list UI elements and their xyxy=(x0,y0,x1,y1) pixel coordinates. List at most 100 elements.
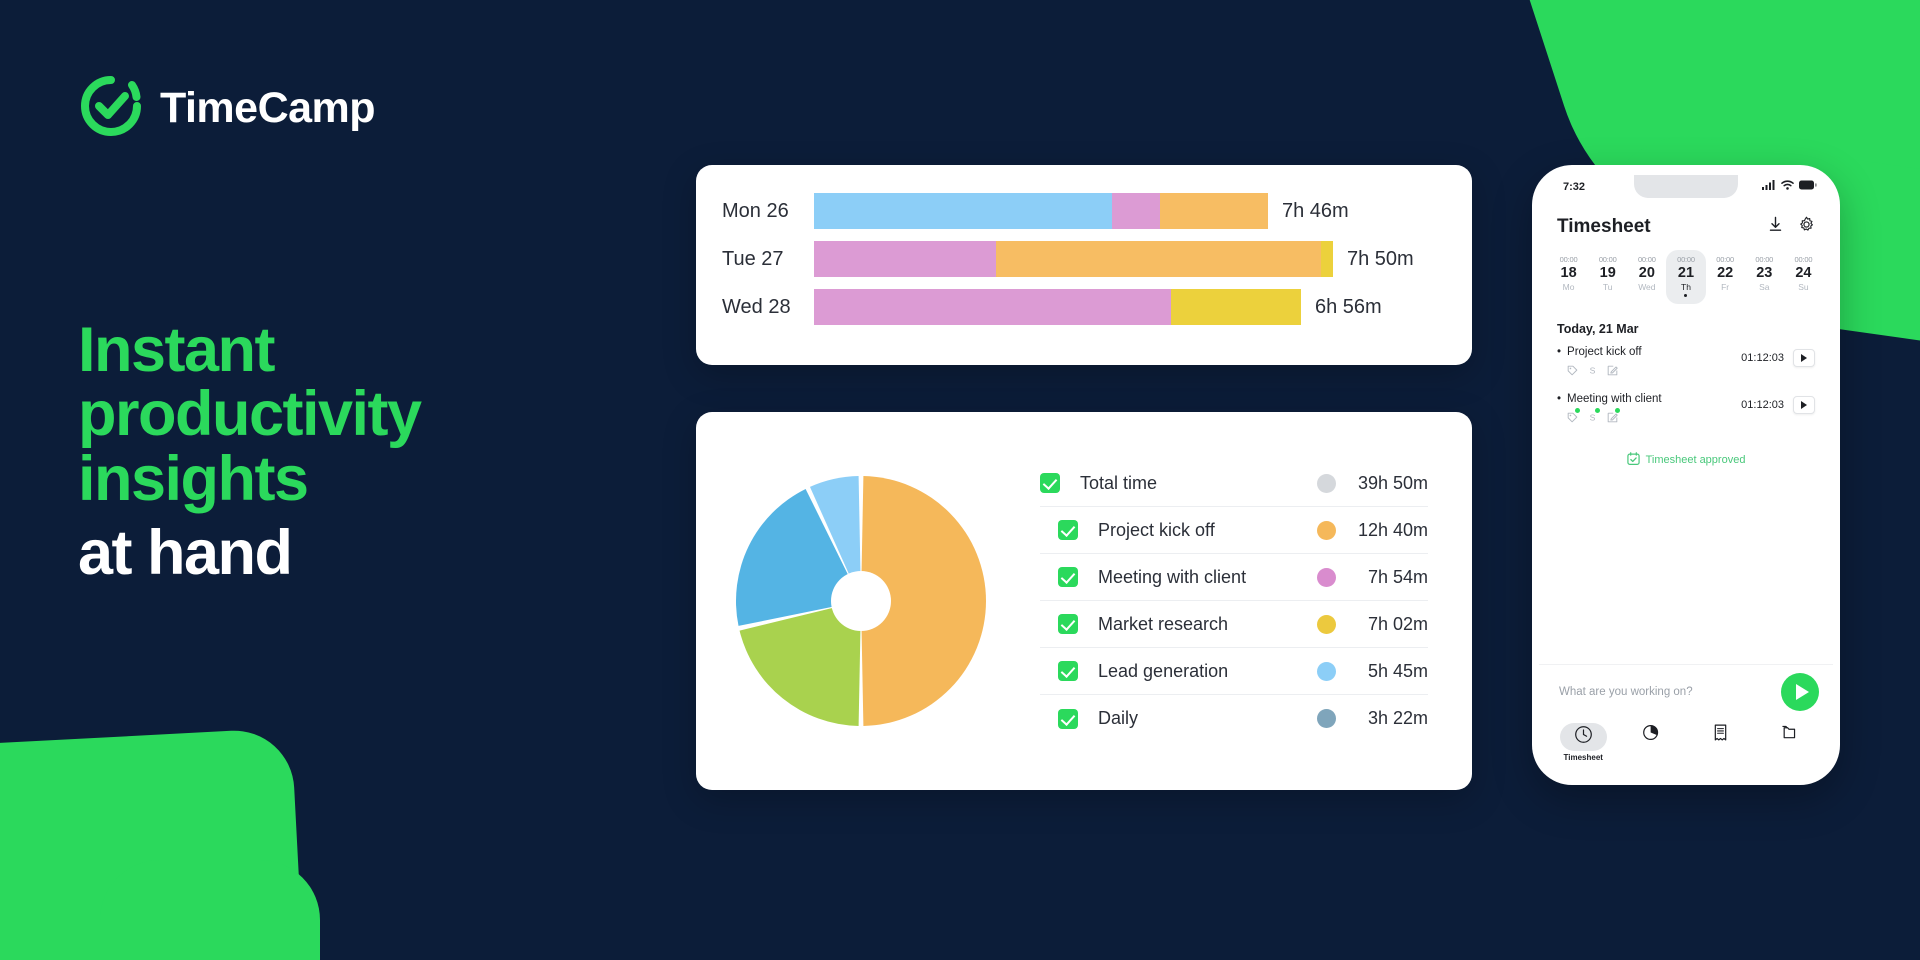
pie-slice[interactable] xyxy=(809,476,861,601)
tab-folder[interactable] xyxy=(1758,721,1820,747)
week-day-23[interactable]: 00:00 23 Sa xyxy=(1745,250,1784,304)
start-timer-button[interactable] xyxy=(1781,673,1819,711)
week-day-selector[interactable]: 00:00 18 Mo 00:00 19 Tu 00:00 20 Wed 00:00 21 Th 00:… xyxy=(1539,244,1833,308)
legend-row[interactable]: Total time 39h 50m xyxy=(1040,460,1428,507)
bar-row-label: Wed 28 xyxy=(722,295,791,318)
pie-chart-icon xyxy=(1642,724,1661,746)
folder-icon xyxy=(1779,725,1798,746)
billable-icon[interactable]: S xyxy=(1587,363,1598,381)
day-total: 00:00 xyxy=(1716,255,1735,264)
task-info: • Meeting with client S xyxy=(1557,393,1741,428)
legend-color-dot xyxy=(1317,520,1336,540)
pie-slice[interactable] xyxy=(736,488,861,626)
week-day-18[interactable]: 00:00 18 Mo xyxy=(1549,250,1588,304)
legend-checkbox[interactable] xyxy=(1058,567,1078,587)
bar-segment[interactable] xyxy=(1160,193,1268,229)
legend-row[interactable]: Lead generation 5h 45m xyxy=(1040,648,1428,695)
wifi-icon xyxy=(1781,180,1794,193)
day-number: 21 xyxy=(1677,265,1695,281)
task-duration: 01:12:03 xyxy=(1741,352,1784,364)
bar-segment[interactable] xyxy=(814,289,1171,325)
today-label: Today, 21 Mar xyxy=(1557,322,1639,336)
bar-segment[interactable] xyxy=(1321,241,1333,277)
task-info: • Project kick off S xyxy=(1557,346,1741,381)
task-name: • Meeting with client xyxy=(1557,393,1662,405)
week-day-24[interactable]: 00:00 24 Su xyxy=(1784,250,1823,304)
bar-row-track xyxy=(814,289,1301,325)
day-weekday: Tu xyxy=(1602,282,1613,292)
tag-icon[interactable] xyxy=(1567,408,1580,428)
task-name: • Project kick off xyxy=(1557,346,1642,358)
edit-icon[interactable] xyxy=(1607,408,1620,428)
task-play-button[interactable] xyxy=(1793,349,1815,367)
tab-pie-chart[interactable] xyxy=(1621,721,1683,747)
bar-segment[interactable] xyxy=(996,241,1321,277)
phone-status-bar: 7:32 xyxy=(1539,172,1833,202)
brand-logo: TimeCamp xyxy=(80,75,376,142)
pie-slice[interactable] xyxy=(739,601,861,726)
decorative-green-shape-bottom-left-2 xyxy=(100,860,320,960)
bar-row-total: 7h 50m xyxy=(1347,247,1414,270)
bar-segment[interactable] xyxy=(814,241,996,277)
daily-bar-chart-card: Mon 26 7h 46m Tue 27 7h 50m Wed 28 6h 56m xyxy=(696,165,1472,365)
bar-row-label: Tue 27 xyxy=(722,247,784,270)
day-total: 00:00 xyxy=(1559,255,1578,264)
legend-checkbox[interactable] xyxy=(1058,708,1078,729)
pie-slice[interactable] xyxy=(861,476,987,726)
week-day-19[interactable]: 00:00 19 Tu xyxy=(1588,250,1627,304)
task-input-bar[interactable]: What are you working on? xyxy=(1539,664,1833,717)
tag-icon[interactable] xyxy=(1567,363,1578,381)
legend-checkbox[interactable] xyxy=(1058,614,1078,634)
day-total: 00:00 xyxy=(1598,255,1617,264)
phone-tab-bar[interactable]: Timesheet xyxy=(1539,717,1833,778)
legend-duration: 7h 02m xyxy=(1367,613,1428,634)
status-bar-time: 7:32 xyxy=(1563,181,1586,193)
legend-checkbox[interactable] xyxy=(1058,661,1078,681)
bar-chart-row: Wed 28 6h 56m xyxy=(722,283,1446,331)
phone-page-title: Timesheet xyxy=(1557,216,1651,237)
bar-segment[interactable] xyxy=(814,193,1112,229)
bar-segment[interactable] xyxy=(1171,289,1301,325)
legend-duration: 3h 22m xyxy=(1367,708,1428,728)
day-weekday: Su xyxy=(1798,282,1809,292)
week-day-22[interactable]: 00:00 22 Fr xyxy=(1706,250,1745,304)
legend-checkbox[interactable] xyxy=(1040,473,1060,493)
task-icon-group: S xyxy=(1567,363,1741,381)
task-list: • Project kick off S 01:12:03 • Meeting with … xyxy=(1539,342,1833,436)
task-row[interactable]: • Project kick off S 01:12:03 xyxy=(1539,342,1833,389)
gear-icon[interactable] xyxy=(1798,216,1815,238)
battery-full-icon xyxy=(1799,180,1817,193)
edit-icon[interactable] xyxy=(1607,363,1618,381)
legend-checkbox[interactable] xyxy=(1058,520,1078,540)
download-icon[interactable] xyxy=(1767,216,1784,238)
tab-label: Timesheet xyxy=(1563,753,1603,762)
calendar-check-icon xyxy=(1626,452,1640,468)
legend-label: Market research xyxy=(1098,613,1229,634)
day-total: 00:00 xyxy=(1755,255,1774,264)
legend-duration: 39h 50m xyxy=(1357,472,1428,493)
legend-row[interactable]: Market research 7h 02m xyxy=(1040,601,1428,648)
bar-segment[interactable] xyxy=(1112,193,1160,229)
cellular-signal-icon xyxy=(1762,180,1776,193)
legend-label: Meeting with client xyxy=(1098,566,1247,587)
legend-row[interactable]: Meeting with client 7h 54m xyxy=(1040,554,1428,601)
legend-row[interactable]: Daily 3h 22m xyxy=(1040,695,1428,742)
task-input-placeholder[interactable]: What are you working on? xyxy=(1559,686,1693,698)
pie-chart-legend: Total time 39h 50m Project kick off 12h 40m… xyxy=(1026,460,1472,742)
week-day-20[interactable]: 00:00 20 Wed xyxy=(1627,250,1666,304)
active-indicator-dot xyxy=(1615,408,1620,413)
task-row[interactable]: • Meeting with client S 01:12:03 xyxy=(1539,389,1833,436)
tab-receipt[interactable] xyxy=(1689,721,1751,747)
pie-chart-svg xyxy=(736,476,987,726)
day-number: 18 xyxy=(1560,265,1577,281)
legend-row[interactable]: Project kick off 12h 40m xyxy=(1040,507,1428,554)
headline-line-4: at hand xyxy=(78,517,293,588)
bar-row-total: 6h 56m xyxy=(1315,295,1382,318)
week-day-21[interactable]: 00:00 21 Th xyxy=(1666,250,1706,304)
task-icon-group: S xyxy=(1567,408,1741,428)
billable-icon[interactable]: S xyxy=(1587,408,1600,428)
headline-line-1: Instant xyxy=(78,315,276,385)
task-play-button[interactable] xyxy=(1793,396,1815,414)
tab-timesheet[interactable]: Timesheet xyxy=(1552,721,1614,762)
play-icon xyxy=(1801,401,1807,409)
